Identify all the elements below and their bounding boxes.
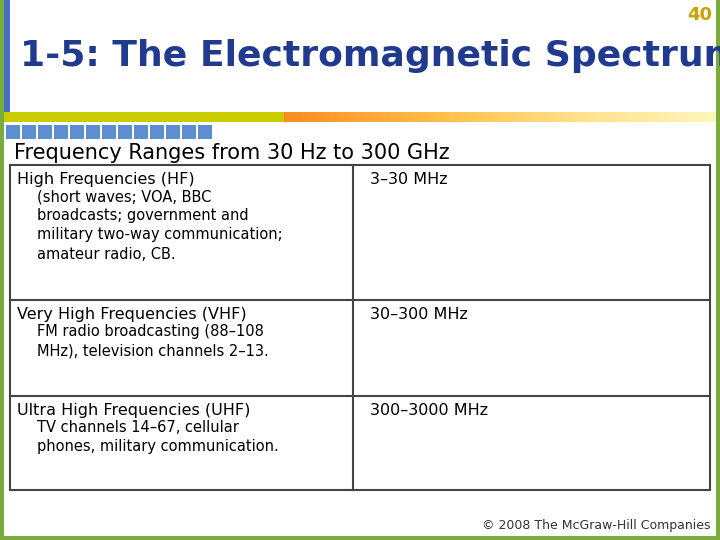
Bar [86, 125, 100, 139]
Text: High Frequencies (HF): High Frequencies (HF) [17, 172, 194, 187]
Bar [118, 125, 132, 139]
Bar [166, 125, 180, 139]
Bar [6, 125, 20, 139]
Bar [182, 125, 196, 139]
Bar [4, 0, 716, 120]
Text: Very High Frequencies (VHF): Very High Frequencies (VHF) [17, 307, 247, 322]
Text: 300–3000 MHz: 300–3000 MHz [370, 403, 488, 418]
Text: Frequency Ranges from 30 Hz to 300 GHz: Frequency Ranges from 30 Hz to 300 GHz [14, 143, 449, 163]
Text: Ultra High Frequencies (UHF): Ultra High Frequencies (UHF) [17, 403, 251, 418]
Text: 3–30 MHz: 3–30 MHz [370, 172, 448, 187]
Bar [4, 112, 284, 122]
Text: 30–300 MHz: 30–300 MHz [370, 307, 468, 322]
Bar [10, 165, 710, 490]
Bar [22, 125, 36, 139]
Text: (short waves; VOA, BBC
broadcasts; government and
military two-way communication: (short waves; VOA, BBC broadcasts; gover… [37, 189, 283, 261]
Text: © 2008 The McGraw-Hill Companies: © 2008 The McGraw-Hill Companies [482, 519, 710, 532]
Text: FM radio broadcasting (88–108
MHz), television channels 2–13.: FM radio broadcasting (88–108 MHz), tele… [37, 324, 269, 358]
Bar [198, 125, 212, 139]
Bar [70, 125, 84, 139]
Text: 40: 40 [687, 6, 712, 24]
Bar [102, 125, 116, 139]
Bar [54, 125, 68, 139]
Bar [38, 125, 52, 139]
Bar [150, 125, 164, 139]
Bar [134, 125, 148, 139]
Text: TV channels 14–67, cellular
phones, military communication.: TV channels 14–67, cellular phones, mili… [37, 420, 279, 454]
Text: 1-5: The Electromagnetic Spectrum: 1-5: The Electromagnetic Spectrum [20, 39, 720, 73]
Bar [4, 0, 10, 120]
